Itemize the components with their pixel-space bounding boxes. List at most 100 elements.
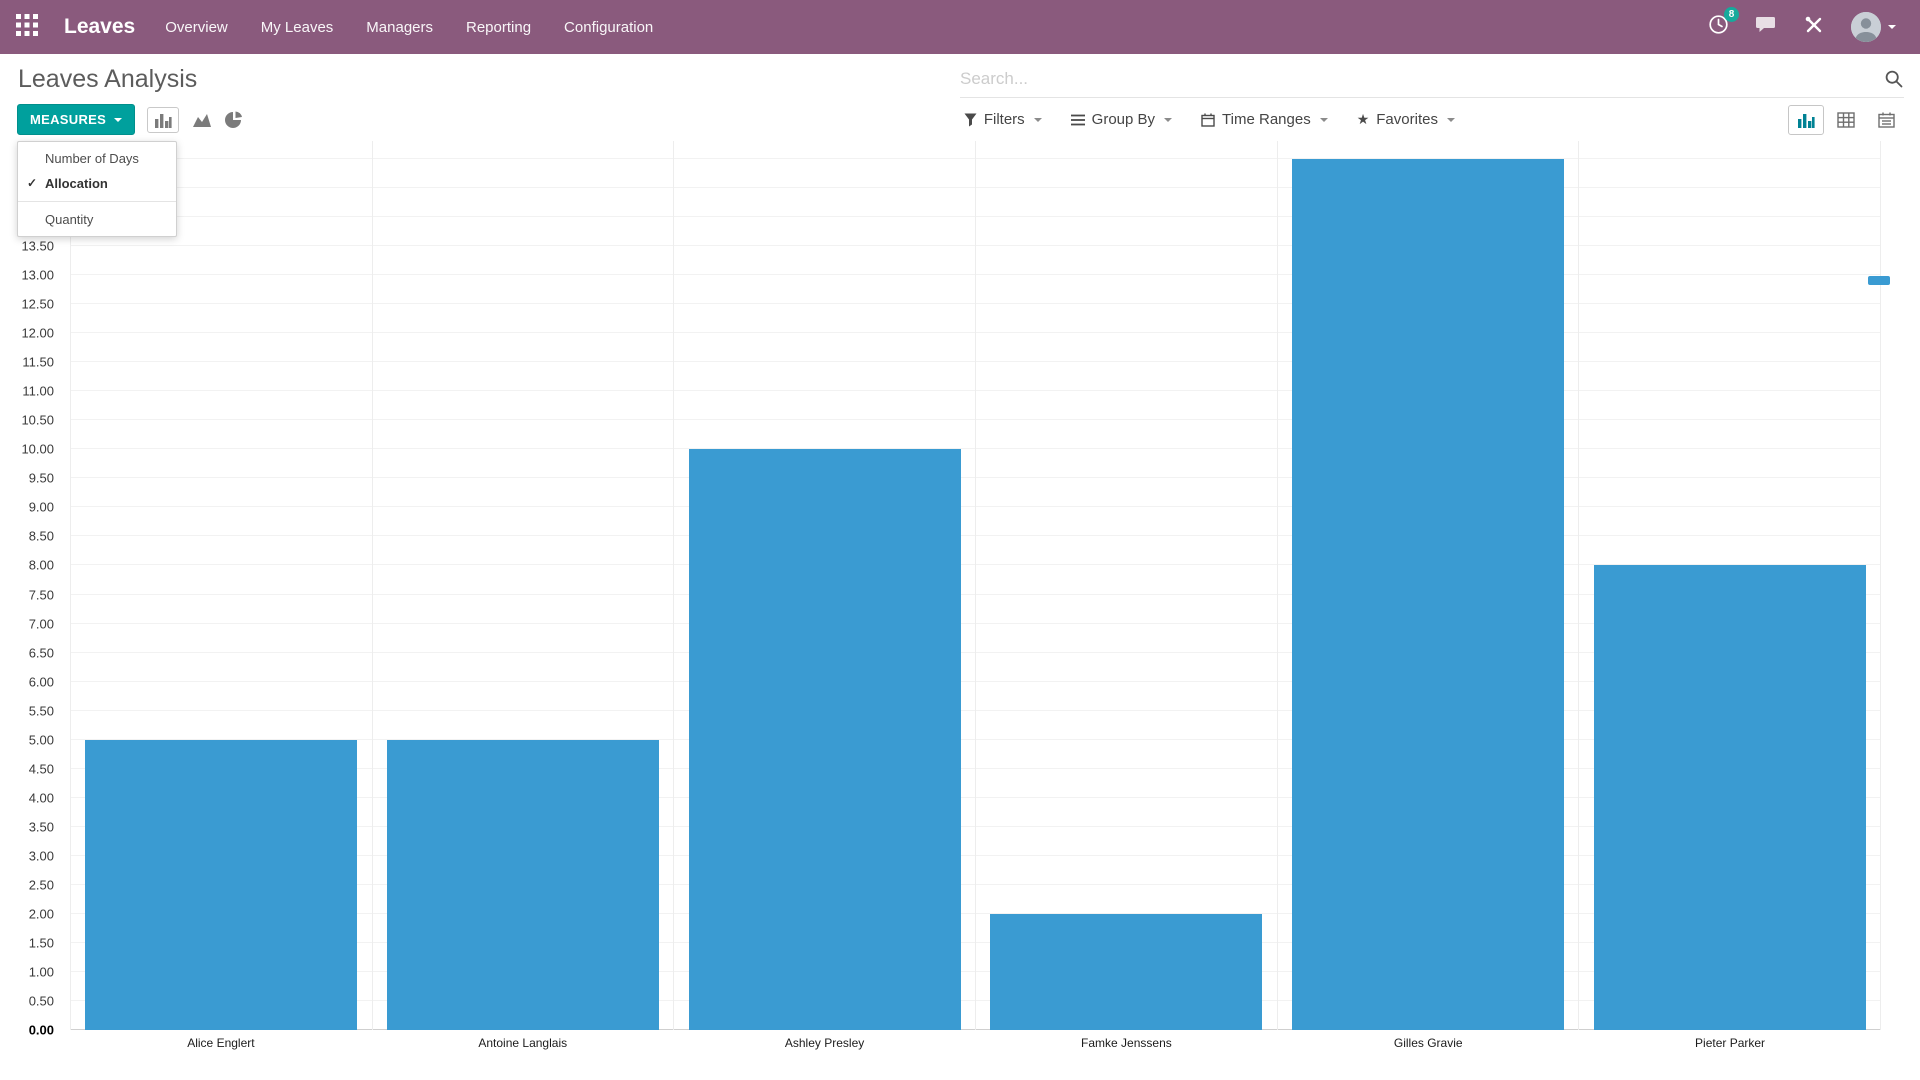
control-panel-header: Leaves Analysis xyxy=(0,54,1920,104)
bar-chart-type-button[interactable] xyxy=(147,106,180,133)
chart-type-switcher xyxy=(147,106,243,133)
x-category-label: Ashley Presley xyxy=(784,1036,865,1050)
y-tick-label: 8.50 xyxy=(28,528,54,544)
search-icon[interactable] xyxy=(1884,69,1904,89)
page-title: Leaves Analysis xyxy=(18,65,198,93)
category-slot xyxy=(673,141,975,1030)
measures-button[interactable]: MEASURES xyxy=(17,104,136,135)
bars-container xyxy=(70,141,1882,1030)
measure-option-number-of-days[interactable]: Number of Days xyxy=(18,146,176,171)
menu-reporting[interactable]: Reporting xyxy=(466,18,532,36)
category-slot xyxy=(371,141,674,1030)
y-tick-label: 1.50 xyxy=(28,935,54,951)
y-tick-label: 0.50 xyxy=(28,993,54,1009)
tools-icon xyxy=(1804,15,1824,40)
main-menu: Overview My Leaves Managers Reporting Co… xyxy=(165,19,653,36)
menu-my-leaves[interactable]: My Leaves xyxy=(260,18,334,36)
pivot-view-icon xyxy=(1837,112,1855,128)
y-tick-label: 0.00 xyxy=(28,1022,54,1038)
star-icon: ★ xyxy=(1356,111,1370,127)
bar-famke-jenssens[interactable] xyxy=(990,913,1263,1030)
view-switcher xyxy=(1788,105,1904,135)
pivot-view-button[interactable] xyxy=(1828,105,1864,135)
y-tick-label: 11.50 xyxy=(22,354,54,370)
menu-overview[interactable]: Overview xyxy=(165,18,228,36)
activity-menu-button[interactable]: 8 xyxy=(1708,7,1739,40)
measure-option-allocation[interactable]: ✓ Allocation xyxy=(18,171,176,196)
y-tick-label: 4.00 xyxy=(28,790,54,806)
tools-button[interactable] xyxy=(1804,15,1824,40)
left-toolbar-group: MEASURES xyxy=(17,104,243,135)
y-tick-label: 2.00 xyxy=(28,906,54,922)
x-axis: Alice Englert Antoine Langlais Ashley Pres… xyxy=(70,1036,1881,1050)
y-tick-label: 12.50 xyxy=(21,296,54,312)
y-tick-label: 13.00 xyxy=(21,267,54,283)
y-tick-label: 12.00 xyxy=(21,325,54,341)
group-by-label: Group By xyxy=(1091,111,1156,128)
y-tick-label: 5.00 xyxy=(28,732,54,748)
menu-configuration[interactable]: Configuration xyxy=(564,18,654,36)
filters-caret-icon xyxy=(1033,117,1042,122)
y-tick-label: 3.00 xyxy=(28,848,54,864)
filters-label: Filters xyxy=(983,111,1025,128)
category-slot xyxy=(1276,141,1579,1030)
view-toolbar: MEASURES xyxy=(0,104,1920,141)
category-slot xyxy=(70,141,372,1030)
search-bar[interactable] xyxy=(960,61,1904,98)
menu-divider xyxy=(18,201,176,202)
plot-area xyxy=(70,141,1882,1030)
bar-pieter-parker[interactable] xyxy=(1593,565,1866,1030)
x-category-label: Famke Jenssens xyxy=(1081,1036,1172,1050)
calendar-icon xyxy=(1201,113,1215,127)
legend-marker[interactable] xyxy=(1868,276,1890,285)
navbar-systray: 8 xyxy=(1708,7,1920,42)
measures-caret-icon xyxy=(114,117,123,122)
y-tick-label: 5.50 xyxy=(28,703,54,719)
measure-option-quantity[interactable]: Quantity xyxy=(18,207,176,232)
y-tick-label: 9.50 xyxy=(28,470,54,486)
x-category-label: Pieter Parker xyxy=(1695,1036,1766,1050)
bar-gilles-gravie[interactable] xyxy=(1292,159,1564,1030)
pie-chart-type-button[interactable] xyxy=(225,111,243,129)
group-by-caret-icon xyxy=(1164,117,1173,122)
calendar-view-button[interactable] xyxy=(1868,105,1904,135)
group-by-dropdown-button[interactable]: Group By xyxy=(1070,111,1173,128)
app-title[interactable]: Leaves xyxy=(64,15,136,38)
y-tick-label: 11.00 xyxy=(22,383,54,399)
time-ranges-caret-icon xyxy=(1319,117,1328,122)
favorites-caret-icon xyxy=(1446,117,1455,122)
bar-antoine-langlais[interactable] xyxy=(387,739,659,1030)
search-input[interactable] xyxy=(960,69,1884,89)
y-tick-label: 7.00 xyxy=(28,616,54,632)
avatar xyxy=(1851,12,1881,42)
y-tick-label: 3.50 xyxy=(28,819,54,835)
bar-alice-englert[interactable] xyxy=(85,739,358,1030)
y-tick-label: 10.50 xyxy=(21,412,54,428)
filter-funnel-icon xyxy=(964,113,977,126)
measure-option-label: Number of Days xyxy=(45,151,139,166)
y-tick-label: 6.50 xyxy=(28,645,54,661)
x-category-label: Antoine Langlais xyxy=(478,1036,568,1050)
apps-grid-icon xyxy=(16,13,38,41)
filters-dropdown-button[interactable]: Filters xyxy=(964,111,1042,128)
graph-view-button[interactable] xyxy=(1788,105,1824,135)
check-icon: ✓ xyxy=(27,176,38,190)
menu-managers[interactable]: Managers xyxy=(366,18,433,36)
bar-ashley-presley[interactable] xyxy=(688,449,961,1030)
measure-option-label: Allocation xyxy=(45,176,108,191)
chat-bubble-icon xyxy=(1756,14,1777,40)
measures-button-label: MEASURES xyxy=(30,112,107,127)
user-menu[interactable] xyxy=(1851,12,1896,42)
bar-chart-icon xyxy=(155,113,172,128)
favorites-dropdown-button[interactable]: ★ Favorites xyxy=(1357,111,1455,128)
time-ranges-label: Time Ranges xyxy=(1222,111,1311,128)
measure-option-label: Quantity xyxy=(45,212,94,227)
apps-menu-button[interactable] xyxy=(0,0,54,54)
y-tick-label: 8.00 xyxy=(28,557,54,573)
messages-button[interactable] xyxy=(1756,14,1777,40)
y-tick-label: 4.50 xyxy=(28,761,54,777)
line-chart-type-button[interactable] xyxy=(192,112,212,128)
time-ranges-dropdown-button[interactable]: Time Ranges xyxy=(1201,111,1328,128)
y-tick-label: 7.50 xyxy=(28,587,54,602)
y-axis: 0.00 0.50 1.00 1.50 2.00 2.50 3.00 3.50 4.00 4.50… xyxy=(0,141,62,1038)
